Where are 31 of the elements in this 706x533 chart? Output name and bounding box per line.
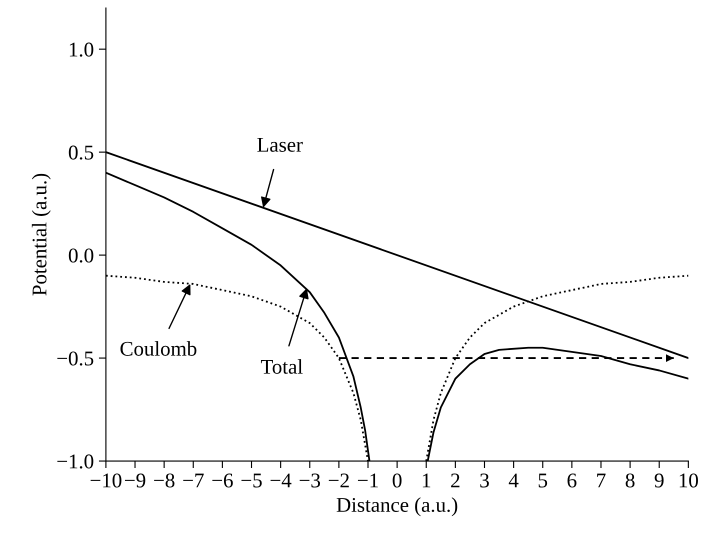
annotation: Total xyxy=(260,359,303,374)
y-tick-label: −1.0 xyxy=(57,454,94,469)
x-tick-label: −2 xyxy=(328,474,349,488)
x-tick-label: 2 xyxy=(451,474,460,488)
y-tick-label: −0.5 xyxy=(57,351,94,366)
x-tick-label: 8 xyxy=(626,473,635,488)
x-tick-label: 9 xyxy=(654,474,664,488)
x-tick-label: −9 xyxy=(124,474,146,488)
x-tick-label: −6 xyxy=(212,474,233,488)
x-tick-label: −5 xyxy=(241,474,262,488)
x-tick-label: 6 xyxy=(568,474,576,488)
x-tick-label: −7 xyxy=(183,474,204,488)
x-axis-title: Distance (a.u.) xyxy=(336,497,458,516)
x-tick-label: 0 xyxy=(392,473,402,488)
x-tick-label: −1 xyxy=(358,474,378,488)
y-axis-title: Potential (a.u.) xyxy=(32,174,51,296)
x-tick-label: 1 xyxy=(422,474,430,488)
y-tick-label: 1.0 xyxy=(70,42,94,57)
x-tick-label: −4 xyxy=(270,474,292,488)
x-tick-label: 4 xyxy=(508,474,518,488)
y-tick-label: 0.5 xyxy=(68,146,94,160)
x-tick-label: 10 xyxy=(680,473,698,488)
x-tick-label: 7 xyxy=(597,474,606,488)
annotation: Coulomb xyxy=(120,341,196,356)
x-tick-label: −3 xyxy=(300,474,320,488)
x-tick-label: 5 xyxy=(538,474,548,488)
annotation: Laser xyxy=(257,138,303,152)
y-tick-label: 0.0 xyxy=(68,248,94,263)
x-tick-label: −8 xyxy=(154,473,174,488)
x-tick-label: 3 xyxy=(480,474,489,488)
x-tick-label: −10 xyxy=(90,473,122,488)
